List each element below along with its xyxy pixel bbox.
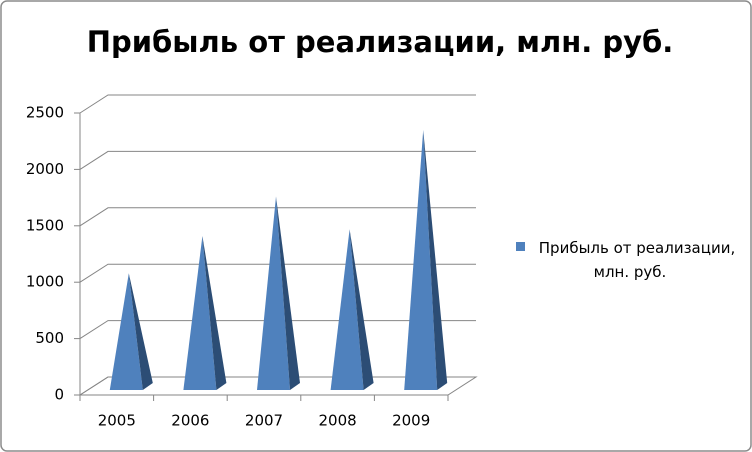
x-tick-label: 2007 bbox=[245, 412, 283, 430]
legend-swatch bbox=[516, 242, 525, 251]
pyramid-side bbox=[423, 129, 448, 390]
pyramid bbox=[109, 273, 153, 390]
pyramid-side bbox=[349, 229, 374, 390]
pyramid bbox=[257, 196, 300, 390]
grid-line bbox=[79, 150, 476, 170]
y-tick-label: 500 bbox=[35, 329, 64, 347]
pyramid-side bbox=[202, 235, 227, 390]
y-tick-label: 0 bbox=[54, 386, 64, 404]
y-tick-label: 1000 bbox=[26, 273, 64, 291]
grid-line bbox=[79, 94, 476, 114]
pyramid-side bbox=[128, 273, 153, 390]
pyramid-front bbox=[330, 229, 364, 390]
pyramid-front bbox=[183, 235, 217, 390]
y-tick-label: 2500 bbox=[26, 104, 64, 122]
legend-label: Прибыль от реализации, млн. руб. bbox=[538, 239, 736, 281]
y-tick-label: 2000 bbox=[26, 160, 64, 178]
pyramid-front bbox=[404, 129, 438, 390]
chart-title: Прибыль от реализации, млн. руб. bbox=[87, 25, 674, 59]
y-tick-label: 1500 bbox=[26, 216, 64, 234]
pyramid bbox=[404, 129, 448, 390]
grid-line bbox=[79, 207, 476, 227]
pyramid bbox=[183, 235, 227, 390]
x-tick-label: 2006 bbox=[171, 412, 209, 430]
pyramid bbox=[330, 229, 374, 390]
x-tick-label: 2005 bbox=[98, 412, 136, 430]
x-tick-label: 2008 bbox=[319, 412, 357, 430]
pyramid-side bbox=[276, 196, 300, 390]
pyramid-front bbox=[109, 273, 143, 390]
x-tick-label: 2009 bbox=[392, 412, 430, 430]
pyramid-front bbox=[257, 196, 290, 390]
